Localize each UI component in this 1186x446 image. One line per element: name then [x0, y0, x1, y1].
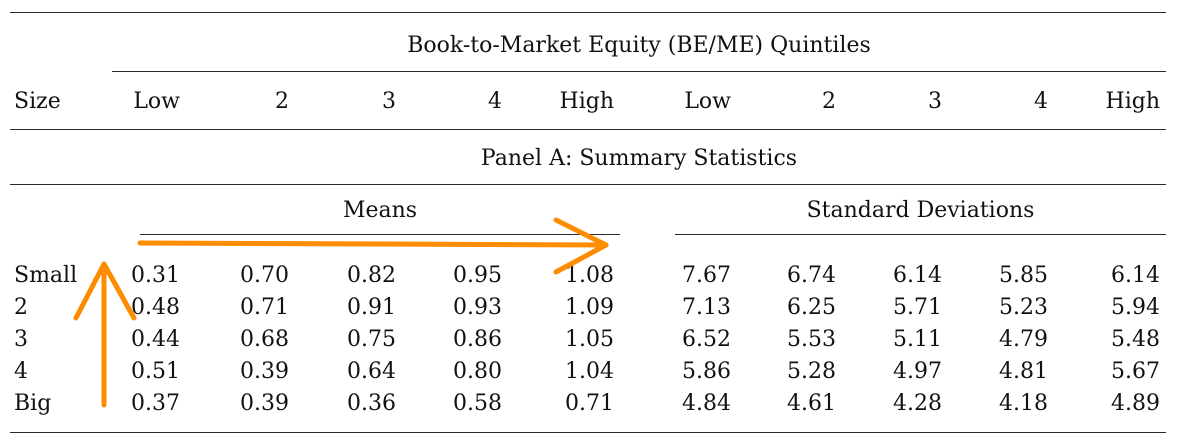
mean-cell: 0.70 — [240, 263, 289, 288]
sd-cell: 5.48 — [1111, 327, 1160, 352]
sd-cell: 4.61 — [787, 391, 836, 416]
sd-cell: 4.18 — [999, 391, 1048, 416]
sd-cell: 4.79 — [999, 327, 1048, 352]
spanner-rule — [112, 71, 1166, 72]
mean-cell: 0.68 — [240, 327, 289, 352]
sd-cell: 4.84 — [682, 391, 731, 416]
column-header: 4 — [488, 89, 502, 114]
mean-cell: 0.37 — [131, 391, 180, 416]
mean-cell: 0.82 — [347, 263, 396, 288]
mean-cell: 0.31 — [131, 263, 180, 288]
sd-cell: 5.53 — [787, 327, 836, 352]
bottom-rule — [10, 432, 1166, 433]
sd-cell: 5.86 — [682, 359, 731, 384]
means-rule — [140, 234, 620, 235]
sd-cell: 4.89 — [1111, 391, 1160, 416]
row-label: 2 — [14, 295, 28, 320]
row-label: Small — [14, 263, 78, 288]
mean-cell: 0.86 — [453, 327, 502, 352]
column-header: 3 — [382, 89, 396, 114]
sd-cell: 4.97 — [893, 359, 942, 384]
means-group-title: Means — [342, 198, 418, 223]
mean-cell: 0.48 — [131, 295, 180, 320]
sd-cell: 5.71 — [893, 295, 942, 320]
mean-cell: 1.05 — [565, 327, 614, 352]
mean-cell: 0.95 — [453, 263, 502, 288]
mean-cell: 0.39 — [240, 359, 289, 384]
panel-rule — [10, 184, 1166, 185]
mean-cell: 1.04 — [565, 359, 614, 384]
column-header: Low — [684, 89, 731, 114]
mean-cell: 0.71 — [240, 295, 289, 320]
sd-cell: 6.14 — [893, 263, 942, 288]
mean-cell: 0.58 — [453, 391, 502, 416]
sd-cell: 5.94 — [1111, 295, 1160, 320]
mean-cell: 0.75 — [347, 327, 396, 352]
mean-cell: 0.39 — [240, 391, 289, 416]
sd-cell: 5.85 — [999, 263, 1048, 288]
sd-rule — [675, 234, 1166, 235]
mean-cell: 0.91 — [347, 295, 396, 320]
mean-cell: 0.36 — [347, 391, 396, 416]
row-label: 3 — [14, 327, 28, 352]
spanner-title: Book-to-Market Equity (BE/ME) Quintiles — [407, 33, 871, 58]
header-rule — [10, 129, 1166, 130]
mean-cell: 1.09 — [565, 295, 614, 320]
row-label: Big — [14, 391, 52, 416]
mean-cell: 1.08 — [565, 263, 614, 288]
column-header: 3 — [928, 89, 942, 114]
column-header: 2 — [822, 89, 836, 114]
size-header: Size — [14, 89, 61, 114]
mean-cell: 0.80 — [453, 359, 502, 384]
column-header: 2 — [275, 89, 289, 114]
mean-cell: 0.64 — [347, 359, 396, 384]
row-label: 4 — [14, 359, 28, 384]
column-header: High — [1105, 89, 1160, 114]
sd-cell: 6.25 — [787, 295, 836, 320]
sd-cell: 7.13 — [682, 295, 731, 320]
sd-cell: 6.74 — [787, 263, 836, 288]
panel-title: Panel A: Summary Statistics — [480, 146, 798, 171]
top-rule — [10, 12, 1166, 13]
sd-group-title: Standard Deviations — [806, 198, 1035, 223]
sd-cell: 6.14 — [1111, 263, 1160, 288]
column-header: High — [559, 89, 614, 114]
mean-cell: 0.71 — [565, 391, 614, 416]
mean-cell: 0.93 — [453, 295, 502, 320]
sd-cell: 4.81 — [999, 359, 1048, 384]
sd-cell: 4.28 — [893, 391, 942, 416]
sd-cell: 6.52 — [682, 327, 731, 352]
sd-cell: 5.67 — [1111, 359, 1160, 384]
column-header: 4 — [1034, 89, 1048, 114]
mean-cell: 0.44 — [131, 327, 180, 352]
sd-cell: 7.67 — [682, 263, 731, 288]
horizontal-arrow-shaft — [137, 240, 609, 248]
sd-cell: 5.28 — [787, 359, 836, 384]
sd-cell: 5.11 — [893, 327, 942, 352]
sd-cell: 5.23 — [999, 295, 1048, 320]
column-header: Low — [133, 89, 180, 114]
mean-cell: 0.51 — [131, 359, 180, 384]
